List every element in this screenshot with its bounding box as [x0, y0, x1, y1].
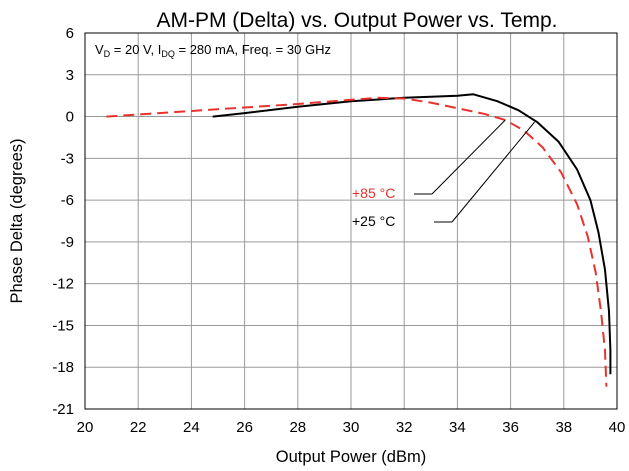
y-tick-label: -12 [52, 276, 74, 293]
y-tick-label: 0 [66, 109, 74, 126]
x-tick-label: 24 [183, 419, 200, 436]
y-tick-label: 6 [66, 25, 74, 42]
plot-frame [84, 32, 618, 410]
chart-title: AM-PM (Delta) vs. Output Power vs. Temp. [156, 9, 557, 32]
series-line-85c [106, 96, 608, 387]
annotations: +85 °C +25 °C [352, 119, 535, 229]
x-tick-label: 34 [449, 419, 466, 436]
y-tick-label: -15 [52, 317, 74, 334]
y-tick-label: -21 [52, 401, 74, 418]
leader-line [431, 119, 506, 195]
x-tick-label: 22 [130, 419, 147, 436]
x-tick-label: 40 [609, 419, 626, 436]
x-tick-label: 20 [77, 419, 94, 436]
grid [84, 32, 618, 410]
y-tick-label: -6 [61, 192, 74, 209]
series-line-25c [212, 93, 612, 375]
annotation-label: +25 °C [352, 213, 395, 229]
x-axis-label: Output Power (dBm) [276, 448, 426, 466]
y-tick-labels: 6 3 0 -3 -6 -9 -12 -15 -18 -21 [52, 25, 74, 418]
leader-line [451, 121, 535, 223]
y-tick-label: -3 [61, 150, 74, 167]
x-tick-label: 30 [343, 419, 360, 436]
annotation-label: +85 °C [352, 185, 395, 201]
conditions-text: VD = 20 V, IDQ = 280 mA, Freq. = 30 GHz [95, 42, 331, 59]
x-tick-label: 32 [396, 419, 413, 436]
x-tick-label: 36 [502, 419, 519, 436]
x-tick-label: 38 [555, 419, 572, 436]
y-tick-label: -18 [52, 359, 74, 376]
x-tick-label: 26 [236, 419, 253, 436]
x-tick-label: 28 [289, 419, 306, 436]
y-tick-label: -9 [61, 234, 74, 251]
y-axis-label: Phase Delta (degrees) [8, 138, 26, 303]
y-tick-label: 3 [66, 67, 74, 84]
series-group [106, 93, 612, 387]
x-tick-labels: 20 22 24 26 28 30 32 34 36 38 40 [77, 419, 626, 436]
